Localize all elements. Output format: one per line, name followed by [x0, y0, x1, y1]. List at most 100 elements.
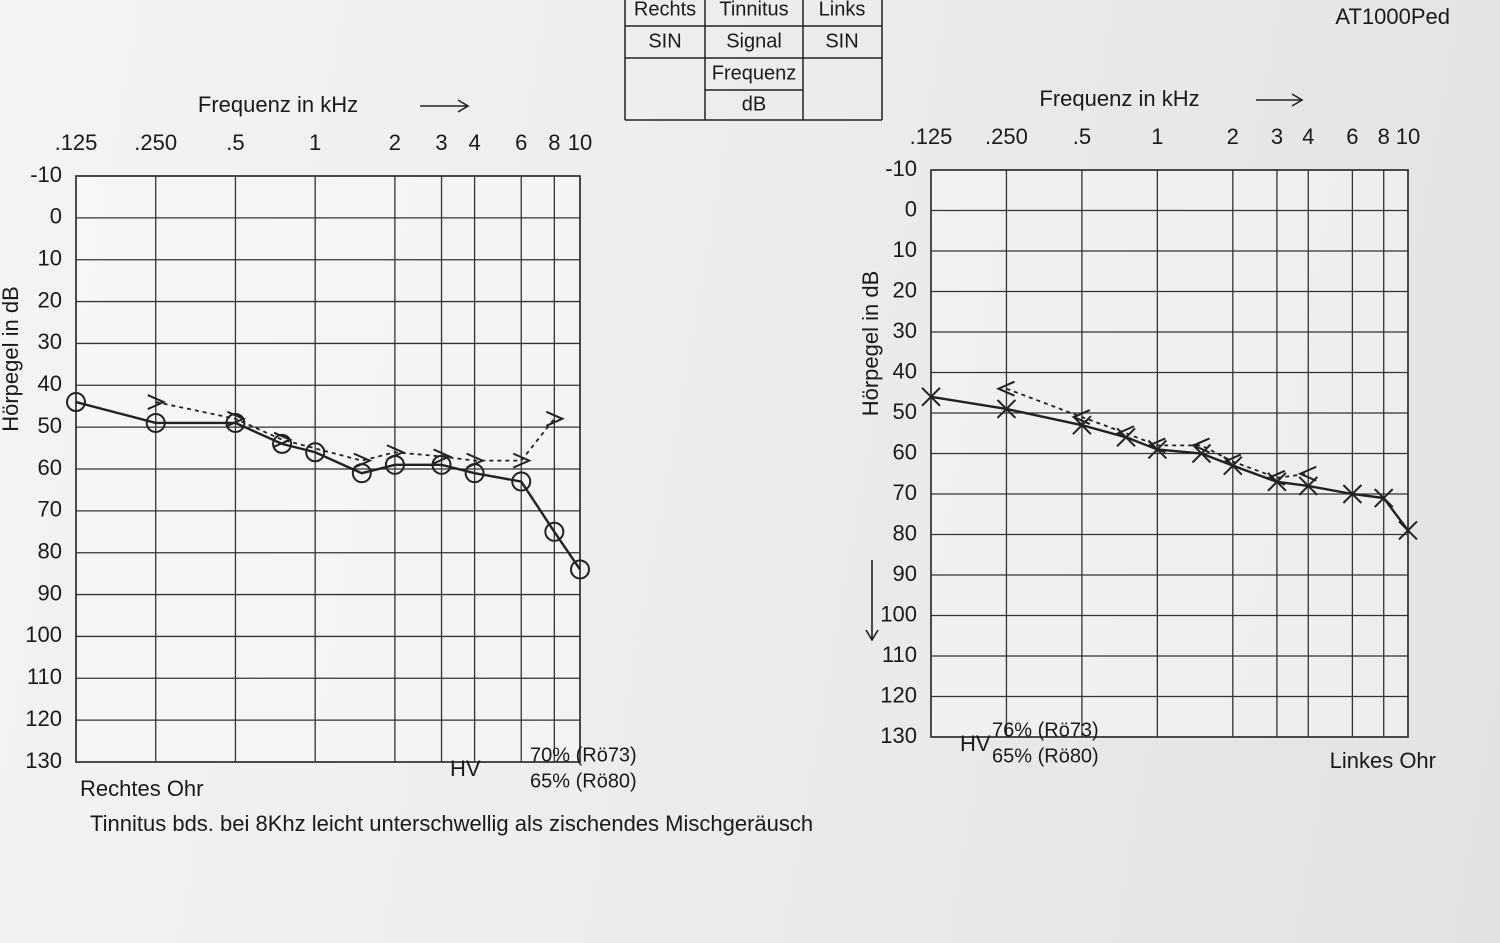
y-tick-label: 30	[38, 329, 62, 354]
y-tick-label: 110	[27, 664, 62, 689]
table-cell: Links	[819, 0, 866, 20]
x-tick-label: .250	[985, 124, 1028, 149]
table-cell: Frequenz	[712, 62, 797, 84]
x-tick-label: 6	[1346, 124, 1358, 149]
marker	[272, 433, 293, 454]
x-tick-label: .125	[55, 130, 98, 155]
marker	[1115, 425, 1135, 442]
x-tick-label: .5	[226, 130, 244, 155]
y-tick-label: 130	[880, 723, 917, 748]
table-cell: SIN	[825, 30, 858, 52]
series-line	[1006, 387, 1309, 479]
marker	[227, 410, 246, 427]
x-tick-label: .250	[134, 130, 177, 155]
y-tick-label: 60	[893, 439, 917, 464]
y-tick-label: 90	[893, 561, 917, 586]
note: Tinnitus bds. bei 8Khz leicht unterschwe…	[90, 811, 813, 836]
marker	[353, 452, 373, 469]
series-line	[155, 401, 556, 462]
x-tick-label: 6	[515, 130, 527, 155]
marker	[570, 559, 590, 580]
marker	[512, 452, 532, 469]
x-axis-title: Frequenz in kHz	[1039, 86, 1199, 111]
series-line	[930, 395, 1409, 532]
y-tick-label: 110	[882, 642, 917, 667]
table-cell: Rechts	[634, 0, 696, 20]
arrow	[420, 99, 470, 113]
marker	[511, 471, 532, 492]
table-cell: SIN	[648, 30, 681, 52]
device-label: AT1000Ped	[1335, 4, 1450, 29]
hv-value: 70% (Rö73)	[530, 744, 637, 766]
x-tick-label: 8	[548, 130, 560, 155]
marker	[466, 452, 486, 469]
hv-label: HV	[960, 731, 991, 756]
x-tick-label: 1	[309, 130, 321, 155]
arrows	[420, 93, 1304, 642]
x-tick-label: 2	[389, 130, 401, 155]
hv-value: 65% (Rö80)	[530, 770, 637, 792]
marker	[1190, 437, 1210, 454]
y-tick-label: 100	[25, 622, 62, 647]
y-tick-label: 120	[25, 706, 62, 731]
marker	[147, 394, 167, 410]
y-tick-label: 20	[893, 277, 917, 302]
hv-value: 65% (Rö80)	[992, 745, 1099, 767]
x-tick-label: 4	[468, 130, 480, 155]
y-tick-label: 10	[893, 237, 917, 262]
marker	[1146, 437, 1166, 454]
table-cell: Signal	[726, 30, 782, 52]
x-tick-label: .5	[1073, 124, 1091, 149]
x-tick-label: 2	[1227, 124, 1239, 149]
marker	[1297, 465, 1317, 482]
y-tick-label: 40	[893, 358, 917, 383]
y-tick-label: 40	[38, 371, 62, 396]
marker	[1374, 488, 1394, 508]
x-tick-label: 3	[1271, 124, 1283, 149]
marker	[545, 410, 565, 427]
marker	[1342, 484, 1363, 504]
y-tick-label: -10	[30, 162, 62, 187]
y-tick-label: 120	[880, 682, 917, 707]
hv-value: 76% (Rö73)	[992, 719, 1099, 741]
y-tick-label: 80	[893, 520, 917, 545]
marker	[996, 399, 1017, 419]
marker	[1071, 409, 1091, 425]
marker	[305, 442, 326, 463]
y-tick-label: 60	[38, 455, 62, 480]
series-line	[75, 400, 581, 571]
y-tick-label: 80	[38, 539, 62, 564]
y-tick-label: -10	[885, 156, 917, 181]
y-tick-label: 90	[38, 580, 62, 605]
marker	[273, 431, 293, 448]
ear-label: Linkes Ohr	[1330, 748, 1436, 773]
marker	[145, 412, 166, 433]
x-tick-label: .125	[910, 124, 953, 149]
marker	[66, 392, 86, 413]
x-tick-label: 8	[1378, 124, 1390, 149]
ear-label: Rechtes Ohr	[80, 776, 204, 801]
table-cell: Tinnitus	[719, 0, 788, 20]
marker	[433, 448, 453, 465]
marker	[1222, 453, 1242, 470]
x-tick-label: 4	[1302, 124, 1314, 149]
hv-label: HV	[450, 756, 481, 781]
y-tick-label: 50	[38, 413, 62, 438]
header-table	[624, 0, 883, 121]
y-tick-label: 70	[38, 497, 62, 522]
marker	[1072, 415, 1092, 435]
y-tick-label: 100	[880, 601, 917, 626]
y-axis-title: Hörpegel in dB	[858, 271, 883, 417]
x-axis-title: Frequenz in kHz	[198, 92, 358, 117]
marker	[386, 444, 406, 461]
marker	[431, 454, 452, 475]
y-tick-label: 0	[905, 196, 917, 221]
marker	[544, 521, 565, 542]
arrow	[865, 560, 879, 642]
marker	[995, 380, 1015, 397]
x-tick-label: 3	[435, 130, 447, 155]
y-tick-label: 0	[50, 204, 62, 229]
arrow	[1256, 93, 1304, 107]
marker	[1266, 469, 1286, 486]
